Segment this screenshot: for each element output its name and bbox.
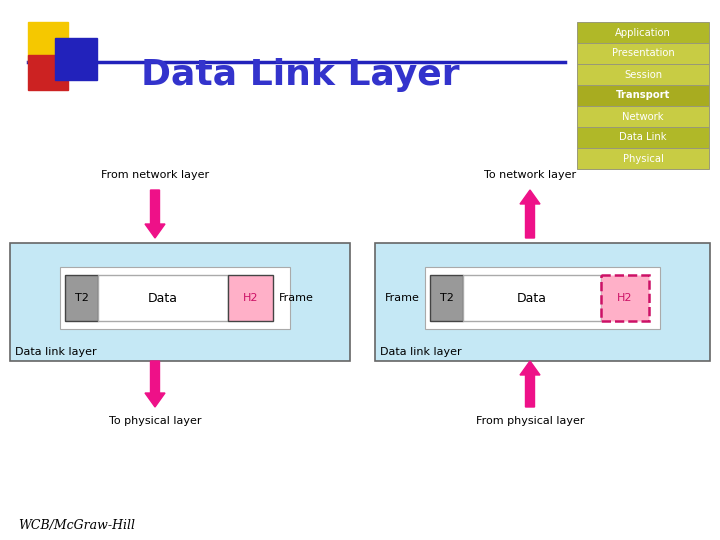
Bar xyxy=(463,275,601,321)
Text: Network: Network xyxy=(622,111,664,122)
Text: Application: Application xyxy=(615,28,671,37)
Bar xyxy=(577,43,709,64)
Bar xyxy=(55,38,97,80)
Bar xyxy=(577,85,709,106)
FancyArrow shape xyxy=(145,190,165,238)
Bar xyxy=(577,22,709,43)
Text: Data link layer: Data link layer xyxy=(15,347,96,357)
Text: Physical: Physical xyxy=(623,153,663,164)
Text: Session: Session xyxy=(624,70,662,79)
Text: Presentation: Presentation xyxy=(611,49,675,58)
Text: Frame: Frame xyxy=(385,293,420,303)
Bar xyxy=(228,275,273,321)
FancyArrow shape xyxy=(520,190,540,238)
Bar xyxy=(577,148,709,169)
Bar xyxy=(28,55,68,90)
Bar xyxy=(577,64,709,85)
Text: H2: H2 xyxy=(243,293,258,303)
Text: Frame: Frame xyxy=(279,293,314,303)
FancyArrow shape xyxy=(145,361,165,407)
Bar xyxy=(65,275,98,321)
Text: From physical layer: From physical layer xyxy=(476,416,584,426)
Text: Data Link: Data Link xyxy=(619,132,667,143)
Text: Data: Data xyxy=(517,292,547,305)
Bar xyxy=(601,275,649,321)
Bar xyxy=(10,243,350,361)
Text: WCB/McGraw-Hill: WCB/McGraw-Hill xyxy=(18,518,135,531)
Bar xyxy=(98,275,228,321)
Text: T2: T2 xyxy=(75,293,89,303)
Text: H2: H2 xyxy=(617,293,633,303)
FancyArrow shape xyxy=(520,361,540,407)
Bar xyxy=(28,22,68,62)
Bar xyxy=(577,106,709,127)
Bar xyxy=(577,127,709,148)
Text: From network layer: From network layer xyxy=(101,170,209,180)
Bar xyxy=(375,243,710,361)
Text: Data: Data xyxy=(148,292,178,305)
Text: Transport: Transport xyxy=(616,91,670,100)
Text: To network layer: To network layer xyxy=(484,170,576,180)
Bar xyxy=(60,267,290,329)
Bar xyxy=(425,267,660,329)
Text: T2: T2 xyxy=(440,293,454,303)
Text: To physical layer: To physical layer xyxy=(109,416,202,426)
Text: Data Link Layer: Data Link Layer xyxy=(140,58,459,92)
Text: Data link layer: Data link layer xyxy=(380,347,462,357)
Bar xyxy=(430,275,463,321)
